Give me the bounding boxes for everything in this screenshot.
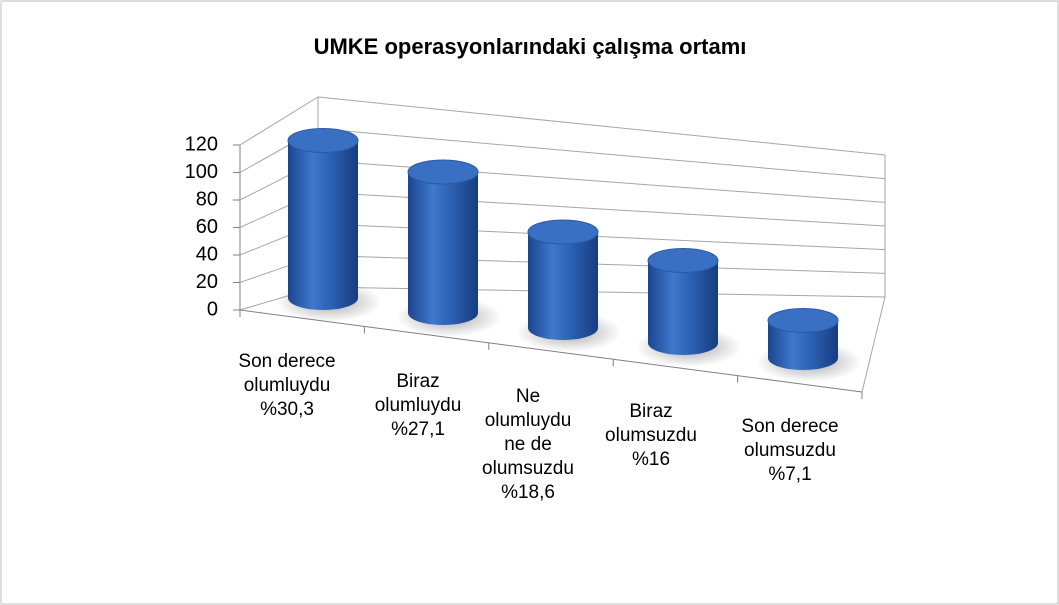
x-tick-label: Son derece olumluydu %30,3 — [238, 351, 336, 420]
grid-line — [239, 96, 886, 156]
bar — [408, 172, 478, 325]
bar — [648, 260, 718, 355]
y-tick-label: 20 — [196, 271, 218, 293]
chart-title: UMKE operasyonlarındaki çalışma ortamı — [314, 34, 747, 59]
y-tick-label: 0 — [207, 298, 218, 320]
bar-top — [527, 219, 599, 245]
bar-top — [647, 248, 719, 273]
y-tick-label: 100 — [185, 161, 218, 183]
x-tick-label: Biraz olumluydu %27,1 — [374, 371, 462, 440]
bar-top — [407, 159, 479, 185]
y-tick-label: 60 — [196, 216, 218, 238]
x-tick-label: Ne olumluydu ne de olumsuzdu %18,6 — [482, 386, 574, 503]
bar-top — [767, 308, 839, 333]
x-axis — [239, 309, 863, 393]
bar-top — [287, 128, 359, 153]
y-tick-label: 40 — [196, 243, 218, 265]
x-tick-label: Biraz olumsuzdu %16 — [605, 401, 697, 470]
y-tick-label: 80 — [196, 188, 218, 210]
x-tick-label: Son derece olumsuzdu %7,1 — [741, 416, 839, 485]
bar — [528, 232, 598, 340]
y-tick-label: 120 — [185, 133, 218, 155]
bar — [768, 320, 838, 370]
bar — [288, 140, 358, 310]
